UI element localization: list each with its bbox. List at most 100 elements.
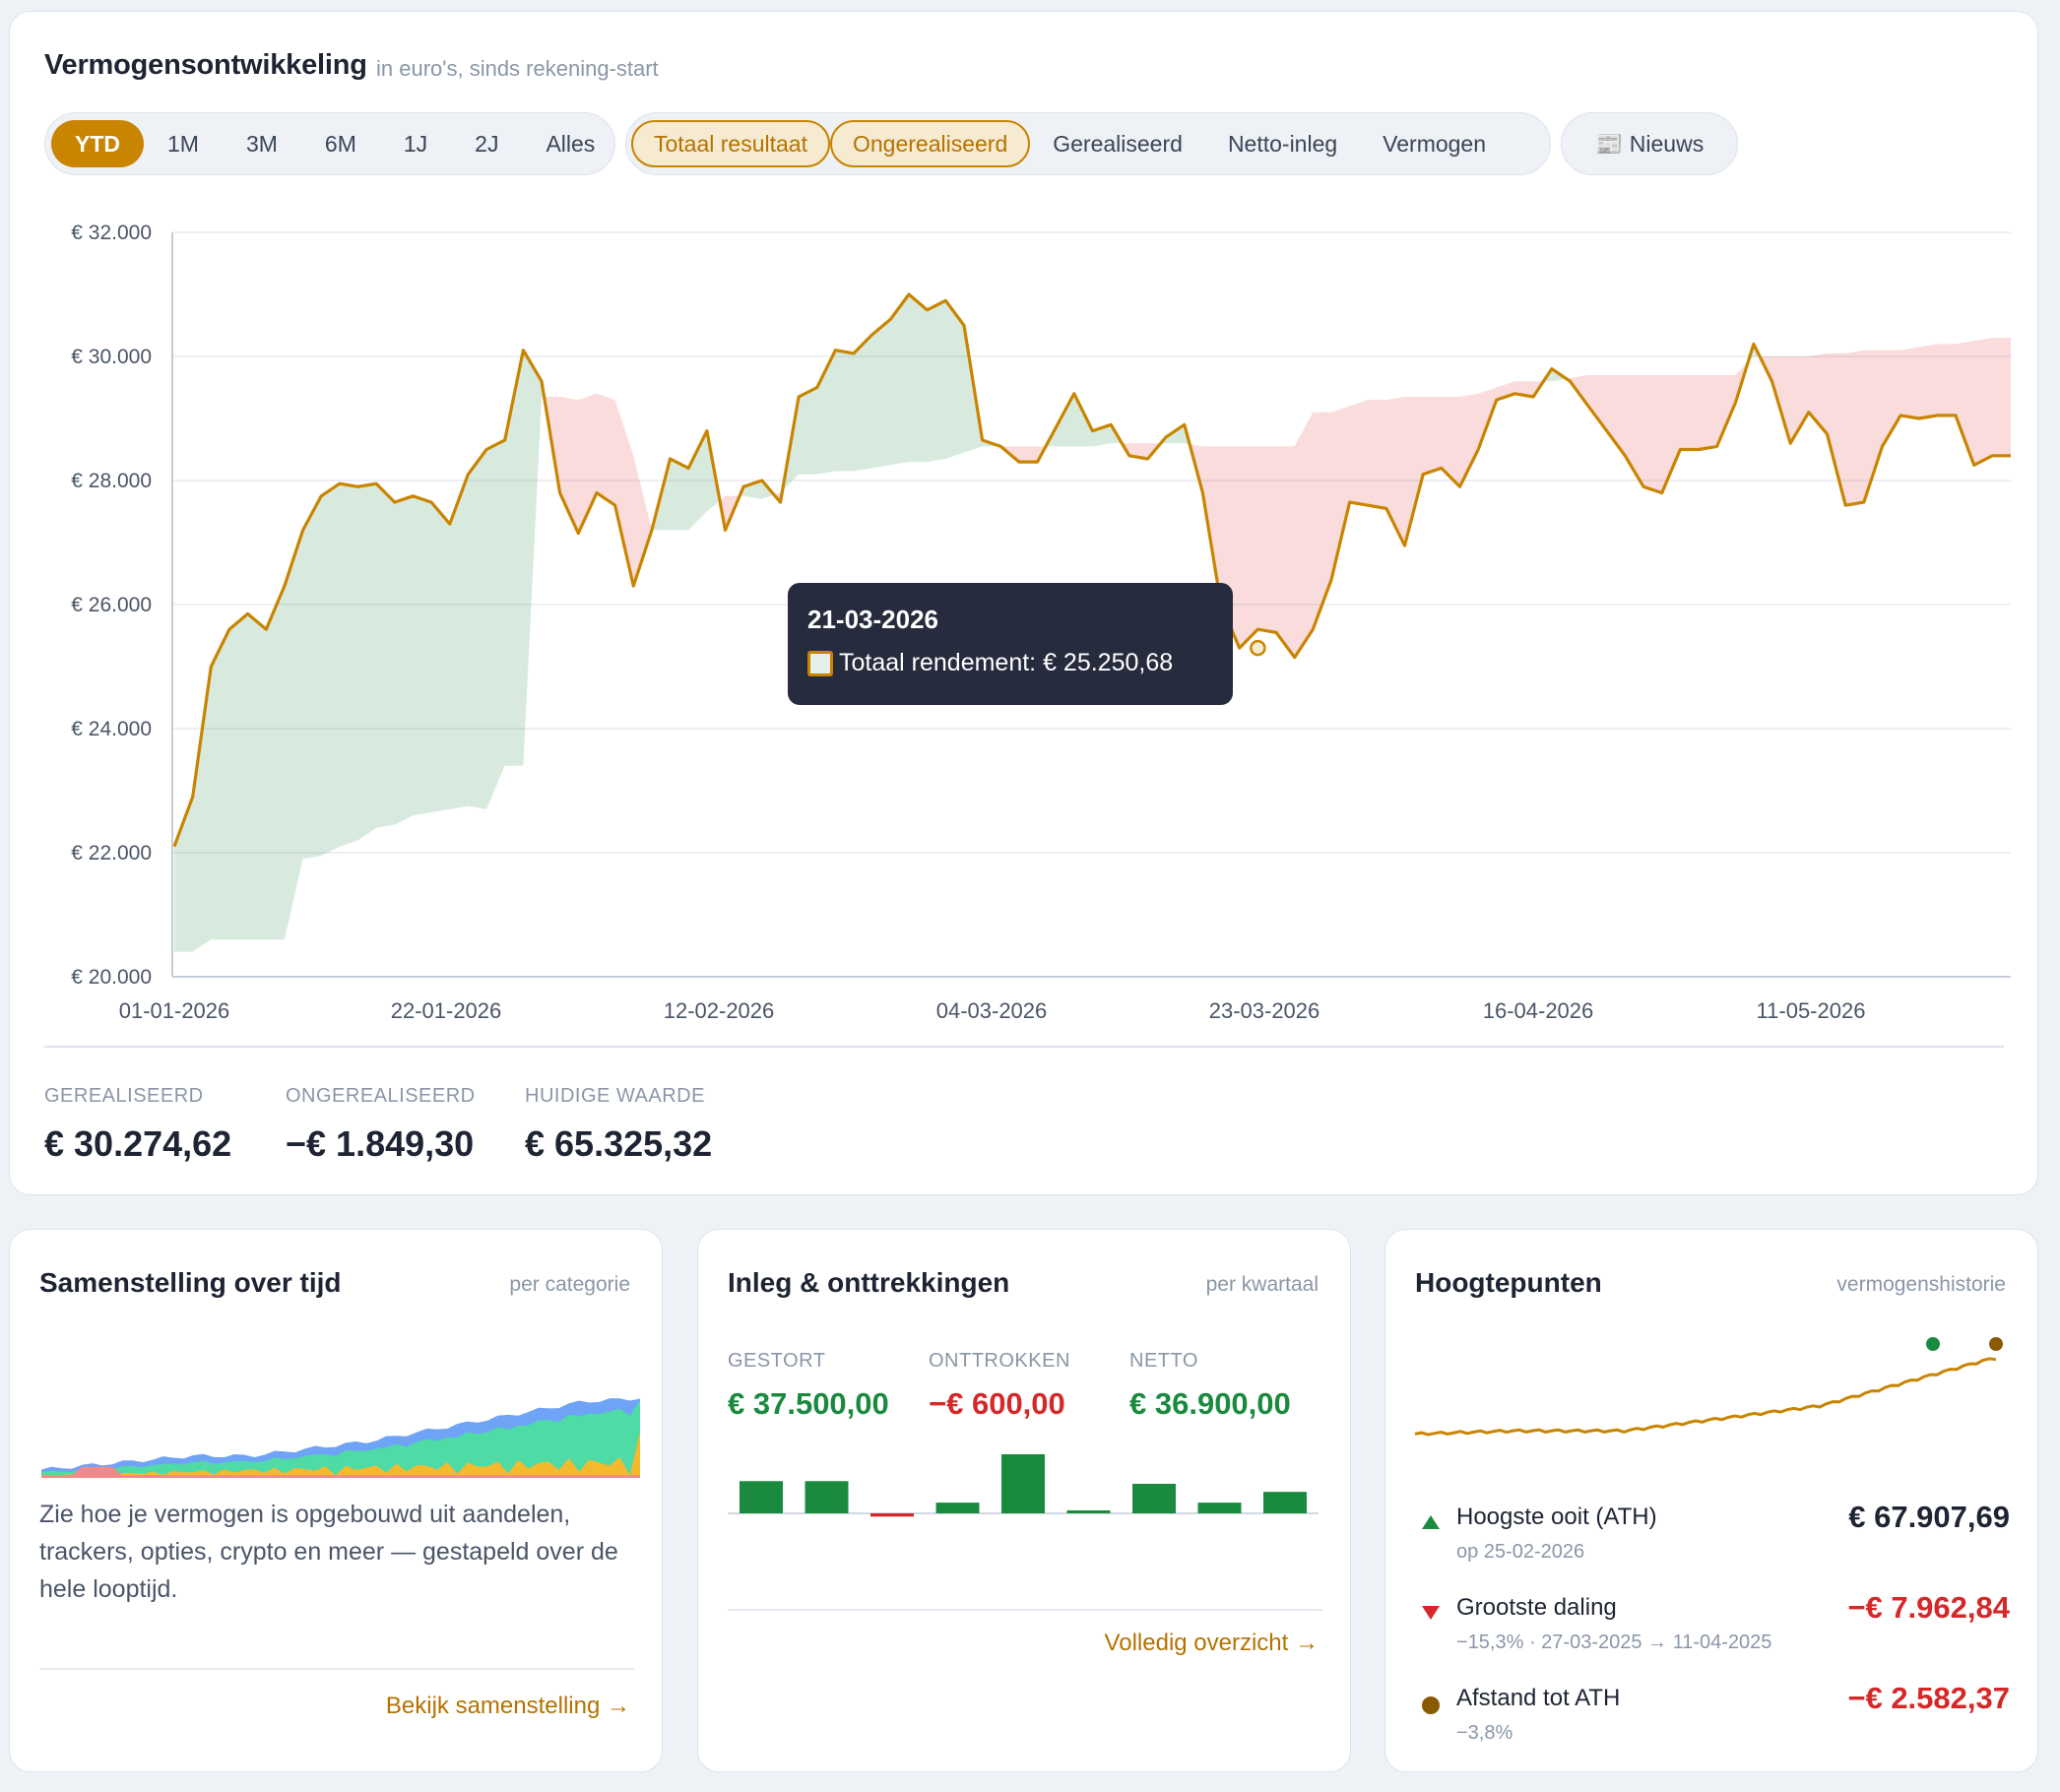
gain-loss-area xyxy=(1698,374,1717,450)
quarter-bar[interactable] xyxy=(1066,1510,1111,1513)
news-toggle[interactable]: 📰 Nieuws xyxy=(1561,112,1738,175)
quarter-bar[interactable] xyxy=(1001,1454,1045,1513)
gain-loss-area xyxy=(357,483,377,841)
flow-stat-deposited: GESTORT € 37.500,00 xyxy=(728,1350,889,1422)
gain-loss-area xyxy=(339,483,358,847)
quarter-bar[interactable] xyxy=(1132,1484,1176,1513)
gain-loss-area xyxy=(1900,347,1919,418)
gain-loss-area xyxy=(1625,374,1643,487)
series-wealth-toggle[interactable]: Vermogen xyxy=(1383,130,1487,157)
gain-loss-area xyxy=(1459,393,1479,487)
x-tick-label: 04-03-2026 xyxy=(936,998,1048,1023)
quarter-bar[interactable] xyxy=(805,1481,849,1513)
highlight-value: −€ 2.582,37 xyxy=(1847,1681,2010,1715)
gain-loss-area xyxy=(1423,396,1442,475)
tooltip-swatch xyxy=(807,650,833,676)
gain-loss-area xyxy=(247,613,267,940)
quarter-bar[interactable] xyxy=(935,1503,980,1513)
flows-card: Inleg & onttrekkingen per kwartaal GESTO… xyxy=(697,1229,1351,1772)
series-net-deposit-toggle[interactable]: Netto-inleg xyxy=(1227,130,1338,157)
gain-loss-area xyxy=(1716,374,1736,447)
dot-icon xyxy=(1422,1696,1440,1714)
stat-label: HUIDIGE WAARDE xyxy=(525,1085,705,1107)
range-1m-button[interactable]: 1M xyxy=(167,130,199,157)
series-line-total-result xyxy=(172,292,2011,848)
gain-loss-area xyxy=(633,455,652,587)
card-title: Inleg & onttrekkingen xyxy=(728,1267,1010,1298)
tooltip-value: Totaal rendement: € 25.250,68 xyxy=(839,649,1174,676)
range-2j-button[interactable]: 2J xyxy=(475,130,499,157)
gain-loss-area xyxy=(376,483,395,828)
highlights-card: Hoogtepunten vermogenshistorie Hoogste o… xyxy=(1384,1229,2038,1772)
ath-marker-dot xyxy=(1926,1337,1940,1351)
highlight-name: Afstand tot ATH xyxy=(1456,1685,1621,1711)
stat-value: € 30.274,62 xyxy=(44,1123,232,1164)
view-composition-link[interactable]: Bekijk samenstelling → xyxy=(385,1693,630,1719)
gain-loss-area xyxy=(1808,352,1828,434)
highlight-meta: −15,3% · 27-03-2025 → 11-04-2025 xyxy=(1456,1632,1772,1653)
composition-card: Samenstelling over tijd per categorie Zi… xyxy=(9,1229,663,1772)
flow-stat-net: NETTO € 36.900,00 xyxy=(1129,1350,1291,1422)
quarter-bar[interactable] xyxy=(1197,1503,1242,1513)
series-total-result-toggle[interactable]: Totaal resultaat xyxy=(631,120,830,167)
range-1j-button[interactable]: 1J xyxy=(403,130,428,157)
range-ytd-button[interactable]: YTD xyxy=(51,120,144,167)
wealth-development-card: Vermogensontwikkeling in euro's, sinds r… xyxy=(9,11,2038,1195)
gain-loss-area xyxy=(284,530,303,940)
card-hint: vermogenshistorie xyxy=(1836,1273,2006,1296)
gain-loss-area xyxy=(1441,396,1460,487)
full-overview-link[interactable]: Volledig overzicht → xyxy=(1104,1630,1319,1656)
highlight-meta: op 25-02-2026 xyxy=(1456,1541,1585,1563)
gain-loss-area xyxy=(614,400,634,587)
gain-loss-area xyxy=(504,350,524,766)
x-tick-label: 16-04-2026 xyxy=(1483,998,1594,1023)
gain-loss-area xyxy=(945,300,964,459)
triangle-down-icon xyxy=(1422,1606,1440,1620)
gain-loss-area xyxy=(302,495,322,860)
y-tick-label: € 24.000 xyxy=(71,718,152,740)
series-unrealized-toggle[interactable]: Ongerealiseerd xyxy=(829,120,1031,167)
range-3m-button[interactable]: 3M xyxy=(245,130,278,157)
gain-loss-area xyxy=(1368,400,1386,509)
x-tick-label: 12-02-2026 xyxy=(664,998,775,1023)
tooltip-date: 21-03-2026 xyxy=(807,605,938,634)
quarter-bar[interactable] xyxy=(870,1513,914,1517)
wealth-line-chart[interactable]: € 32.000 € 30.000 € 28.000 € 26.000 € 24.000… xyxy=(30,209,2019,1036)
gain-loss-area xyxy=(1790,356,1809,444)
y-tick-label: € 28.000 xyxy=(71,470,152,492)
hover-point[interactable] xyxy=(1250,639,1266,657)
series-realized-toggle[interactable]: Gerealiseerd xyxy=(1053,130,1183,157)
gain-loss-area xyxy=(725,495,740,531)
gain-loss-area xyxy=(1184,424,1191,445)
range-6m-button[interactable]: 6M xyxy=(324,130,356,157)
quarter-bar[interactable] xyxy=(740,1481,783,1513)
quarterly-flows-chart[interactable] xyxy=(728,1437,1328,1535)
y-tick-label: € 30.000 xyxy=(71,346,152,368)
stat-label: ONGEREALISEERD xyxy=(286,1085,476,1107)
gain-loss-area xyxy=(1239,446,1258,649)
gain-loss-area xyxy=(1937,344,1957,416)
range-alles-button[interactable]: Alles xyxy=(546,130,596,157)
gain-loss-area xyxy=(688,430,707,531)
trackers-band xyxy=(41,1400,640,1478)
stat-current-value: HUIDIGE WAARDE € 65.325,32 xyxy=(525,1085,712,1165)
card-title: Vermogensontwikkeling xyxy=(44,49,367,81)
gain-loss-area xyxy=(927,300,946,463)
quarter-bar[interactable] xyxy=(1263,1492,1307,1513)
stat-label: ONTTROKKEN xyxy=(929,1350,1070,1372)
stat-unrealized: ONGEREALISEERD −€ 1.849,30 xyxy=(286,1085,476,1165)
x-tick-label: 22-01-2026 xyxy=(391,998,502,1023)
gain-loss-area xyxy=(1588,374,1607,431)
highlight-name: Hoogste ooit (ATH) xyxy=(1456,1504,1657,1530)
highlight-value: € 67.907,69 xyxy=(1848,1500,2010,1534)
gain-loss-area xyxy=(1863,350,1883,503)
gain-loss-area xyxy=(394,495,414,825)
gain-loss-area xyxy=(1827,352,1846,506)
gain-loss-area xyxy=(211,629,229,940)
stat-value: −€ 1.849,30 xyxy=(286,1123,475,1164)
chart-grid xyxy=(172,231,2011,854)
composition-stacked-area[interactable] xyxy=(41,1340,642,1478)
wealth-history-sparkline[interactable] xyxy=(1411,1328,2022,1456)
gain-loss-area xyxy=(835,350,855,472)
stat-value: € 37.500,00 xyxy=(728,1386,889,1421)
